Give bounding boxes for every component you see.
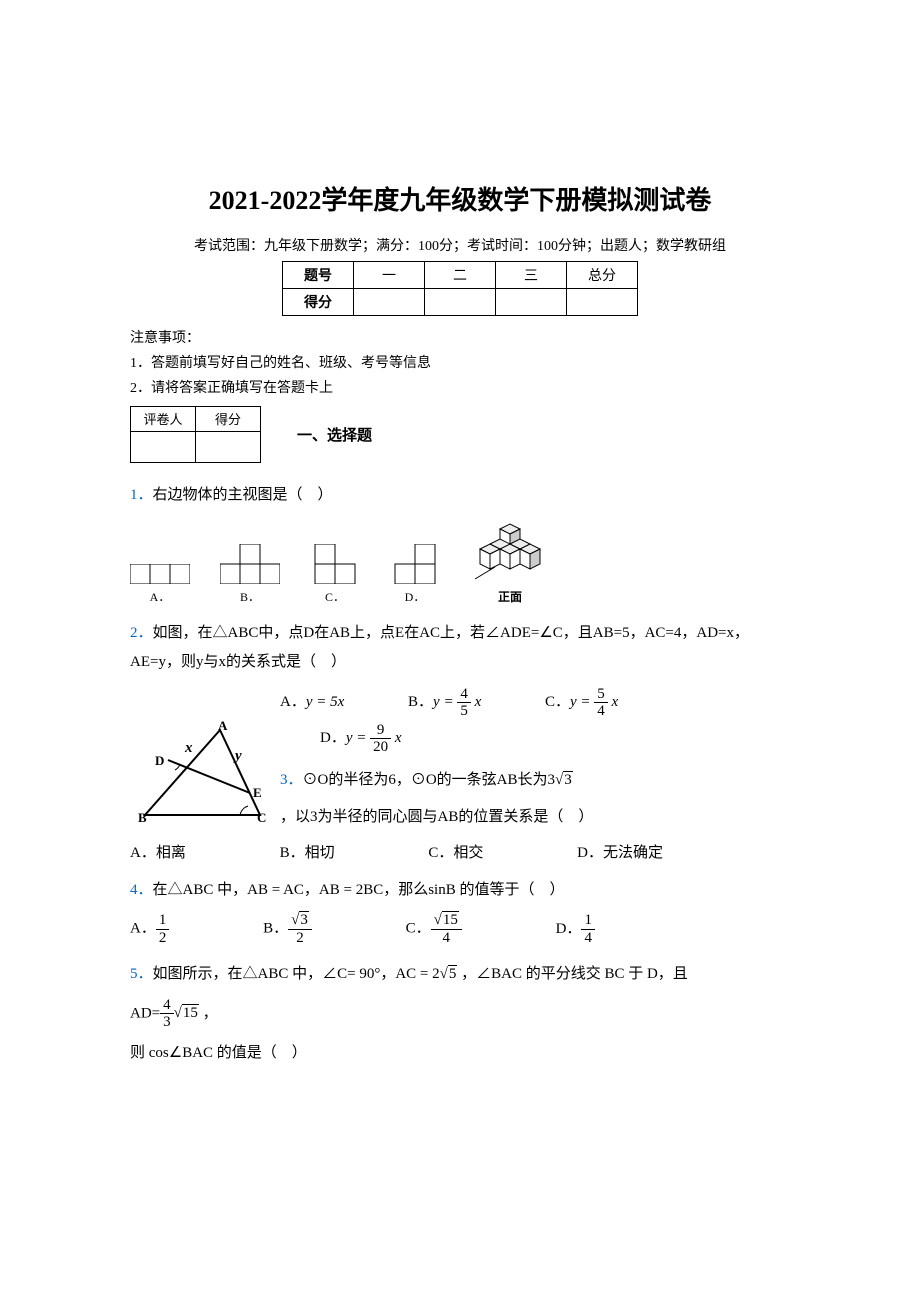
q4-opt-b: B．32 bbox=[263, 912, 312, 946]
score-header: 二 bbox=[425, 262, 496, 289]
question-1: 1．右边物体的主视图是（ ） bbox=[130, 481, 790, 510]
svg-text:E: E bbox=[253, 785, 262, 800]
q3-num: 3． bbox=[280, 772, 303, 788]
q1-num: 1． bbox=[130, 487, 153, 503]
q5-text1: 如图所示，在△ABC 中，∠C= 90°，AC = bbox=[153, 966, 429, 982]
score-header: 题号 bbox=[283, 262, 354, 289]
triangle-icon: A B C D E x y bbox=[130, 720, 280, 830]
grader-cell bbox=[196, 431, 261, 462]
grader-header: 得分 bbox=[196, 406, 261, 431]
question-5: 5．如图所示，在△ABC 中，∠C= 90°，AC = 25 ，∠BAC 的平分… bbox=[130, 960, 790, 989]
q5-line2: AD=4315 ， bbox=[130, 997, 790, 1031]
q2-opt-d: D．y = 920 x bbox=[320, 730, 402, 746]
q4-num: 4． bbox=[130, 882, 153, 898]
grader-cell bbox=[131, 431, 196, 462]
q3-opt-b: B．相切 bbox=[280, 839, 335, 868]
q1-opt-d: D． bbox=[390, 544, 440, 605]
score-row-label: 得分 bbox=[283, 289, 354, 316]
q2-opt-a: A．y = 5x bbox=[280, 684, 344, 720]
q4-opt-d: D．14 bbox=[556, 921, 595, 937]
q5-num: 5． bbox=[130, 966, 153, 982]
shape-icon bbox=[220, 544, 280, 584]
score-cell bbox=[496, 289, 567, 316]
svg-text:y: y bbox=[233, 748, 242, 764]
shape-icon bbox=[130, 564, 190, 584]
score-cell bbox=[354, 289, 425, 316]
q1-opt-b: B． bbox=[220, 544, 280, 605]
shape-icon bbox=[310, 544, 360, 584]
q4-opt-a: A．12 bbox=[130, 912, 169, 946]
q3-options: A．相离 B．相切 C．相交 D．无法确定 bbox=[130, 839, 790, 868]
q5-text2: ，∠BAC 的平分线交 BC 于 D，且 bbox=[461, 966, 688, 982]
grader-header: 评卷人 bbox=[131, 406, 196, 431]
q2-opt-b: B．y = 45 x bbox=[408, 684, 481, 720]
note: 2．请将答案正确填写在答题卡上 bbox=[130, 376, 790, 401]
svg-text:A: A bbox=[218, 720, 228, 733]
q2-num: 2． bbox=[130, 625, 153, 641]
q4-options: A．12 B．32 C．154 D．14 bbox=[130, 912, 790, 946]
question-2: 2．如图，在△ABC中，点D在AB上，点E在AC上，若∠ADE=∠C，且AB=5… bbox=[130, 619, 790, 676]
q4-opt-c: C．154 bbox=[406, 912, 462, 946]
q2-text: 如图，在△ABC中，点D在AB上，点E在AC上，若∠ADE=∠C，且AB=5，A… bbox=[130, 625, 749, 670]
score-header: 三 bbox=[496, 262, 567, 289]
subtitle: 考试范围：九年级下册数学；满分：100分；考试时间：100分钟；出题人；数学教研… bbox=[130, 235, 790, 255]
q5-line3: 则 cos∠BAC 的值是（ ） bbox=[130, 1039, 790, 1068]
q1-figures: A． B． C． D． bbox=[130, 519, 790, 605]
q4-text: 在△ABC 中，AB = AC，AB = 2BC，那么sinB 的值等于（ ） bbox=[153, 882, 565, 898]
score-cell bbox=[567, 289, 638, 316]
svg-text:D: D bbox=[155, 753, 164, 768]
q2-opt-c: C．y = 54 x bbox=[545, 684, 618, 720]
question-4: 4．在△ABC 中，AB = AC，AB = 2BC，那么sinB 的值等于（ … bbox=[130, 876, 790, 905]
page-title: 2021-2022学年度九年级数学下册模拟测试卷 bbox=[130, 180, 790, 217]
shape-icon bbox=[390, 544, 440, 584]
notes: 注意事项： 1．答题前填写好自己的姓名、班级、考号等信息 2．请将答案正确填写在… bbox=[130, 326, 790, 402]
svg-text:x: x bbox=[184, 740, 193, 756]
score-table: 题号 一 二 三 总分 得分 bbox=[282, 261, 638, 316]
score-cell bbox=[425, 289, 496, 316]
score-header: 一 bbox=[354, 262, 425, 289]
q2-options: A．y = 5x B．y = 45 x C．y = 54 x A B C D E… bbox=[130, 684, 790, 839]
notes-title: 注意事项： bbox=[130, 326, 790, 351]
q3-opt-d: D．无法确定 bbox=[577, 845, 663, 861]
grader-table: 评卷人 得分 bbox=[130, 406, 261, 463]
q3-text1: ⊙O的半径为6，⊙O的一条弦AB长为 bbox=[303, 772, 548, 788]
q1-opt-a: A． bbox=[130, 564, 190, 605]
question-3: 3．⊙O的半径为6，⊙O的一条弦AB长为33 bbox=[280, 766, 593, 795]
q1-text: 右边物体的主视图是（ ） bbox=[153, 487, 333, 503]
cube-icon bbox=[470, 519, 550, 584]
svg-text:C: C bbox=[257, 810, 266, 825]
score-header: 总分 bbox=[567, 262, 638, 289]
q1-3d-object: 正面 bbox=[470, 519, 550, 605]
q1-opt-c: C． bbox=[310, 544, 360, 605]
note: 1．答题前填写好自己的姓名、班级、考号等信息 bbox=[130, 351, 790, 376]
q3-opt-a: A．相离 bbox=[130, 839, 186, 868]
q3-text2-wrap: ，以3为半径的同心圆与AB的位置关系是（ ） bbox=[280, 803, 593, 832]
svg-text:B: B bbox=[138, 810, 147, 825]
q3-opt-c: C．相交 bbox=[428, 839, 483, 868]
section-title: 一、选择题 bbox=[297, 424, 372, 445]
